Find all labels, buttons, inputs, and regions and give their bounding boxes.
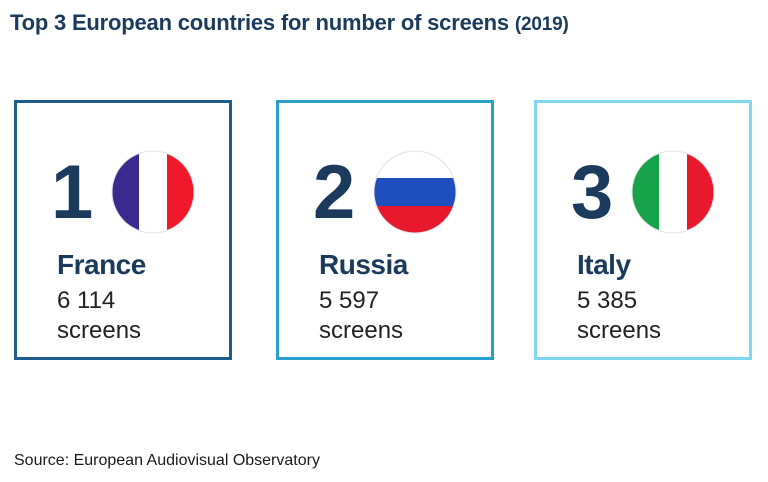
country-name: Russia	[319, 249, 408, 280]
rank-number: 3	[571, 150, 614, 235]
russia-flag-blue-band	[374, 178, 456, 206]
rank-number: 2	[313, 150, 356, 235]
screen-count: 6 114	[57, 287, 116, 314]
russia-flag-icon	[373, 150, 457, 234]
screen-unit: screens	[57, 317, 142, 344]
chart-title: Top 3 European countries for number of s…	[10, 10, 569, 36]
screen-unit: screens	[319, 317, 404, 344]
country-name: Italy	[577, 249, 631, 280]
rank-number: 1	[51, 150, 94, 235]
country-card-3: 3 Italy 5 385 screens	[534, 100, 752, 360]
italy-flag-icon	[631, 150, 715, 234]
italy-flag-white-band	[659, 151, 687, 233]
source-note: Source: European Audiovisual Observatory	[14, 452, 320, 469]
france-flag-white-band	[139, 151, 167, 233]
country-card-2: 2 Russia 5 597 screens	[276, 100, 494, 360]
country-name: France	[57, 249, 146, 280]
country-card-1: 1 France 6 114 screens	[14, 100, 232, 360]
screen-count: 5 385	[577, 287, 638, 314]
screen-count: 5 597	[319, 287, 380, 314]
france-flag-icon	[111, 150, 195, 234]
chart-title-main: Top 3 European countries for number of s…	[10, 10, 509, 35]
chart-title-year: (2019)	[514, 14, 569, 35]
screen-unit: screens	[577, 317, 662, 344]
